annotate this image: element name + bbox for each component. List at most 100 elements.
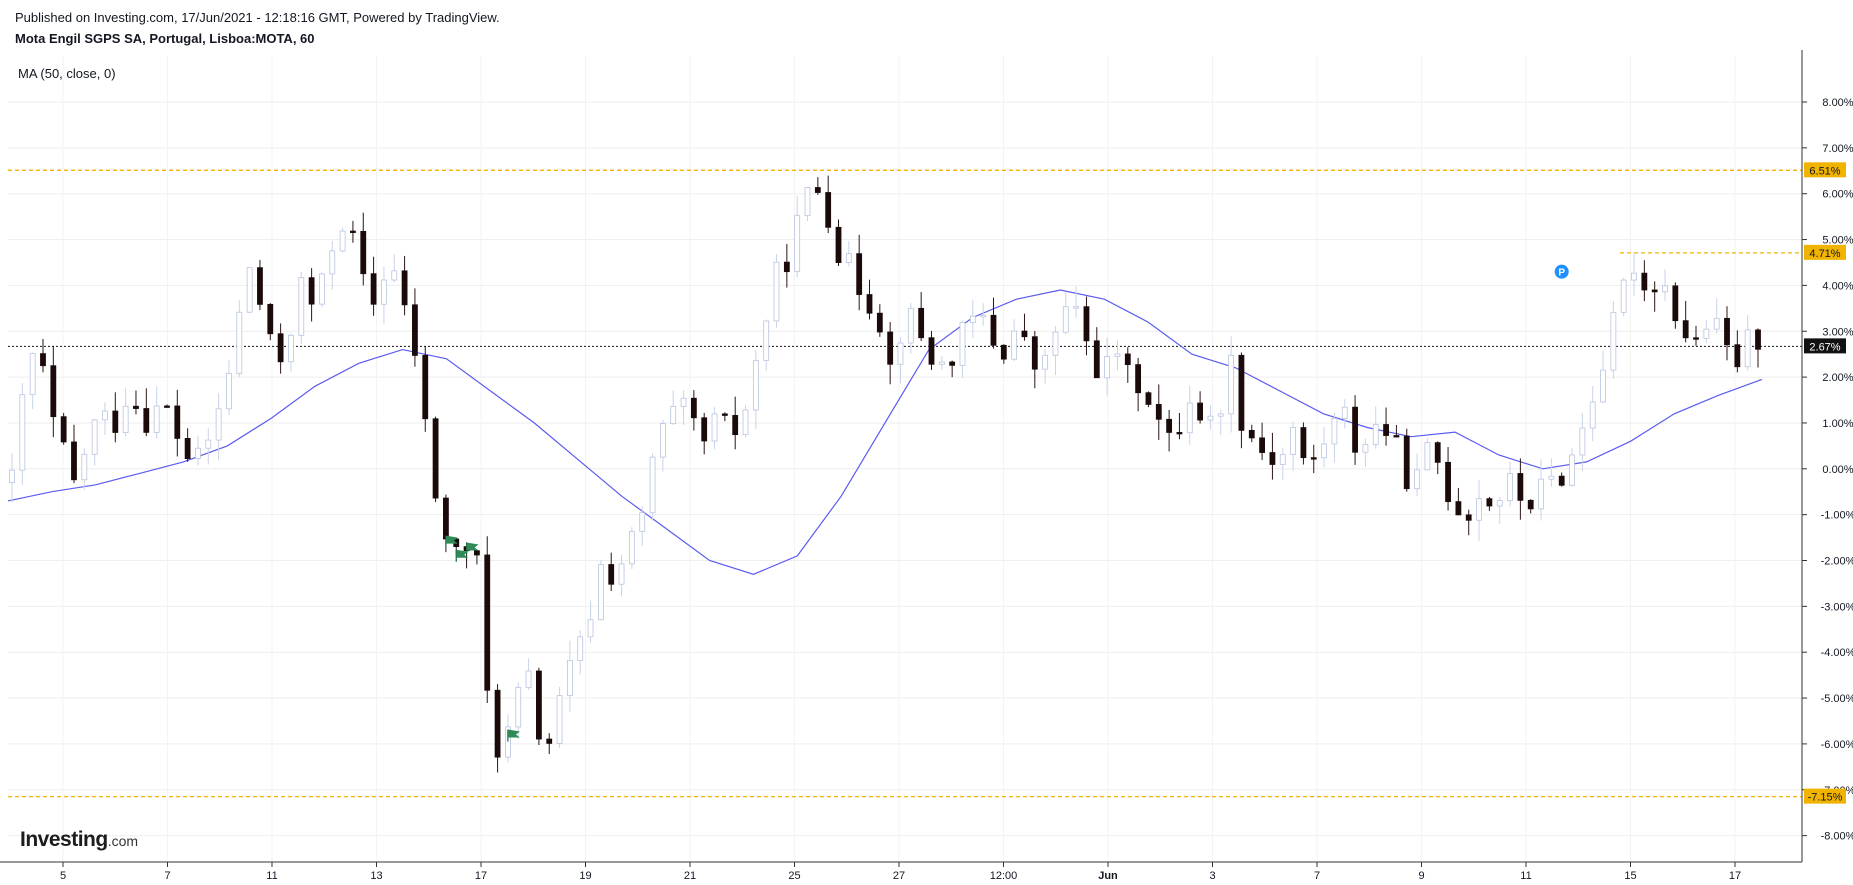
candle-body [19,394,26,471]
candle-body [339,230,346,252]
candle-body [1217,413,1224,417]
candle-body [763,320,770,361]
candle-body [1641,272,1648,291]
candle-body [1279,454,1286,465]
logo-main: Investing [20,828,108,851]
y-tick-label: -3.00% [1821,601,1853,613]
candle-body [1352,406,1358,453]
candle-body [1083,306,1090,342]
candle-body [825,192,832,228]
candle-body [1186,402,1193,434]
candle-body [432,418,439,499]
x-tick-label: Jun [1098,870,1118,882]
candle-body [50,365,57,418]
candle-body [556,695,563,744]
x-tick-label: 27 [893,870,905,882]
candle-body [835,226,842,263]
candle-body [1062,306,1069,333]
candle-body [1269,452,1276,465]
candle-body [1662,285,1668,293]
candle-body [1042,354,1049,370]
candle-body [494,689,501,758]
x-tick-label: 11 [266,870,277,882]
y-tick-label: 7.00% [1822,143,1853,155]
x-axis: 5 7 11 13 17 19 21 25 27 12:00 Jun 3 7 9 11 15 17 [0,861,1802,882]
candle-body [91,419,98,455]
candle-body [897,342,904,365]
flag-icon [456,549,469,558]
y-axis: 8.00% 7.00% 6.00% 5.00% 4.00% 3.00% 2.00% 1.00%… [1801,50,1853,862]
candle-body [40,353,46,367]
x-tick-label: 11 [1520,870,1531,882]
candle-body [401,270,408,306]
x-tick-label: 17 [475,870,487,882]
candle-body [443,497,449,540]
x-tick-label: 15 [1624,870,1636,882]
candle-body [246,267,253,313]
candle-body [1228,354,1235,415]
candle-body [928,337,935,365]
candle-body [1610,311,1617,371]
candle-body [680,397,687,407]
candle-body [1651,289,1658,293]
candle-body [535,670,542,740]
candle-body [1445,461,1451,503]
x-tick-label: 5 [60,870,66,882]
candle-body [1259,437,1265,453]
candle-body [1579,427,1586,456]
candle-body [1300,427,1307,459]
ma-line [7,289,1763,575]
x-tick-label: 7 [164,870,170,882]
candle-body [525,670,532,688]
candle-body [670,406,677,425]
candle-body [1424,442,1431,471]
candle-body [1104,356,1111,379]
candle-body [1124,353,1131,366]
candle-body [690,397,697,419]
candle-body [288,334,294,363]
logo-suffix: .com [107,833,139,849]
candle-body [773,261,780,322]
y-tick-label: 8.00% [1822,97,1853,109]
candle-body [1569,454,1575,486]
candle-body [1197,402,1204,421]
candle-body [1248,429,1255,439]
flag-icon [507,729,520,738]
candle-body [226,372,232,410]
candle-body [546,738,553,744]
p-badge-icon [1554,264,1569,279]
candle-body [752,359,759,411]
candle-body [918,307,925,339]
flag-icon [445,535,458,544]
y-tick-label: 4.00% [1822,280,1853,292]
candle-body [1372,424,1379,445]
chart-grid [8,55,1802,862]
candle-body [205,439,212,449]
candle-body [319,273,325,305]
candle-body [102,410,108,421]
candle-body [1496,500,1503,507]
candle-body [1734,344,1741,368]
candle-body [412,304,418,356]
current-price-label: 2.67% [1809,341,1840,353]
candle-body [1155,404,1162,420]
y-tick-label: -4.00% [1821,647,1853,659]
ma-indicator-label[interactable]: MA (50, close, 0) [18,66,116,81]
candle-body [1744,329,1751,368]
y-tick-label: 3.00% [1822,326,1853,338]
candle-body [1538,478,1544,510]
candle-body [649,456,656,514]
candle-body [1000,344,1007,360]
candle-body [277,333,284,363]
candle-body [1703,328,1710,339]
p-badge-label: P [1558,268,1565,279]
candle-body [474,550,480,556]
candle-body [1393,435,1400,438]
y-tick-label: 6.00% [1822,189,1853,201]
candle-body [608,564,615,585]
candle-body [1724,317,1730,346]
candle-body [1031,336,1038,370]
candle-body [1145,392,1152,405]
candle-body [1114,353,1121,357]
